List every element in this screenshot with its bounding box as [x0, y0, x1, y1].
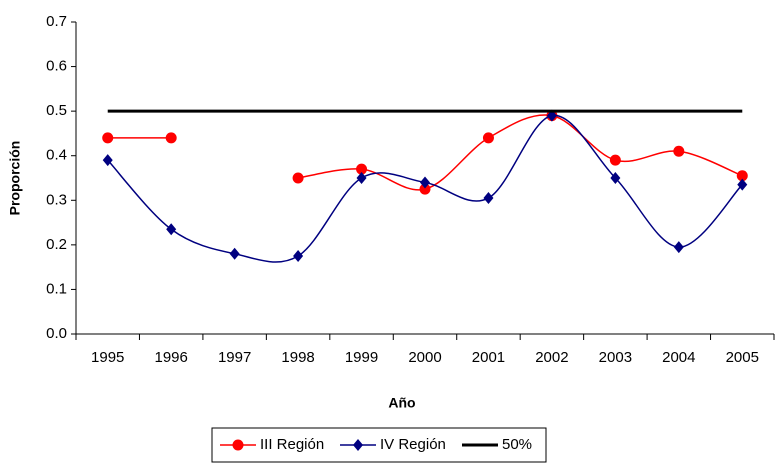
marker	[102, 154, 113, 167]
marker	[673, 145, 685, 157]
x-tick-label: 1995	[91, 349, 124, 366]
y-tick-label: 0.3	[46, 191, 67, 208]
x-tick-label: 1998	[281, 349, 314, 366]
marker	[610, 172, 621, 184]
x-tick-label: 1997	[218, 349, 251, 366]
y-tick-label: 0.4	[46, 147, 67, 164]
marker	[737, 178, 748, 191]
marker	[673, 241, 684, 254]
y-axis-label: Proporción	[7, 141, 23, 216]
marker	[356, 172, 367, 184]
marker	[420, 176, 430, 189]
x-tick-label: 2005	[726, 349, 759, 366]
x-axis-label: Año	[388, 395, 415, 411]
marker	[482, 132, 494, 144]
marker	[102, 132, 114, 144]
x-tick-label: 1996	[154, 349, 187, 366]
legend-label: 50%	[502, 436, 532, 453]
marker	[356, 163, 368, 175]
marker	[292, 172, 304, 184]
legend-label: III Región	[260, 436, 324, 453]
marker	[229, 247, 240, 260]
marker	[609, 154, 621, 166]
marker	[165, 132, 177, 144]
y-tick-label: 0.0	[46, 325, 67, 342]
marker	[353, 439, 363, 451]
legend-label: IV Región	[380, 436, 446, 453]
x-tick-label: 1999	[345, 349, 378, 366]
marker	[166, 223, 177, 236]
marker	[232, 439, 244, 451]
y-tick-label: 0.5	[46, 102, 67, 119]
series-line	[107, 114, 743, 263]
y-tick-label: 0.2	[46, 236, 67, 253]
y-tick-label: 0.6	[46, 58, 67, 75]
x-tick-label: 2002	[535, 349, 568, 366]
x-tick-label: 2001	[472, 349, 505, 366]
x-tick-label: 2000	[408, 349, 441, 366]
marker	[293, 250, 304, 262]
x-tick-label: 2004	[662, 349, 695, 366]
marker	[736, 170, 748, 182]
series-line	[297, 114, 743, 191]
y-tick-label: 0.7	[46, 13, 67, 30]
y-tick-label: 0.1	[46, 280, 67, 297]
x-tick-label: 2003	[599, 349, 632, 366]
marker	[419, 183, 431, 195]
marker	[483, 192, 494, 205]
